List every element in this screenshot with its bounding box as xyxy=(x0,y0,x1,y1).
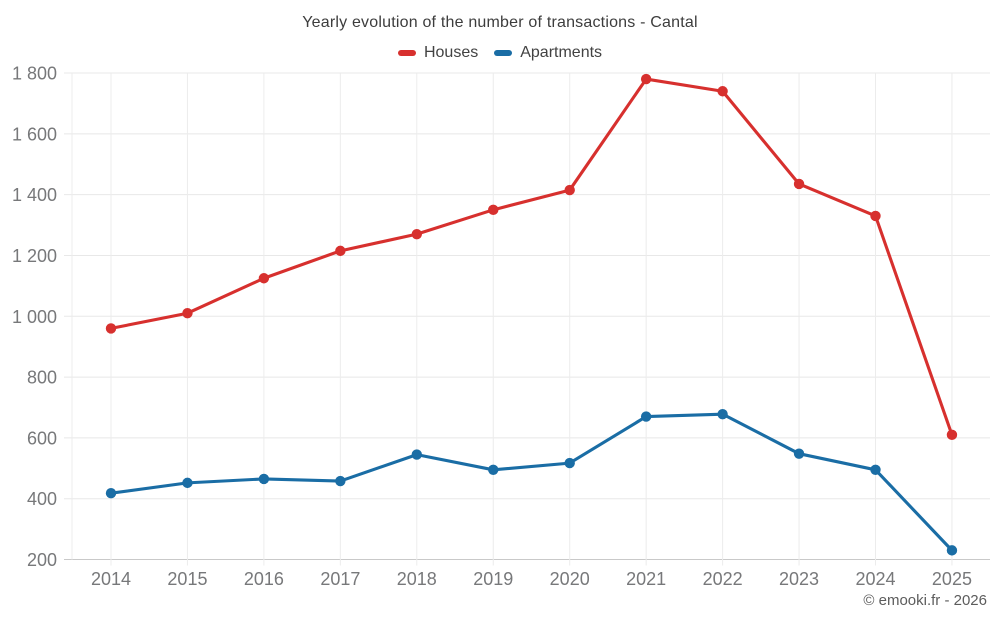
houses-point-2024 xyxy=(870,210,881,222)
x-axis-label: 2021 xyxy=(626,569,666,589)
houses-point-2014 xyxy=(105,323,117,334)
y-axis-label: 400 xyxy=(27,489,57,509)
houses-point-2019 xyxy=(488,204,499,216)
houses-point-2021 xyxy=(640,73,652,85)
chart-title: Yearly evolution of the number of transa… xyxy=(302,14,698,31)
houses-point-2022 xyxy=(717,86,728,97)
apartments-line xyxy=(109,412,954,552)
x-axis-label: 2015 xyxy=(167,569,207,589)
apartments-point-2014 xyxy=(105,488,117,499)
x-axis-label: 2018 xyxy=(397,569,437,589)
x-axis-label: 2025 xyxy=(932,569,972,589)
houses-point-2020 xyxy=(564,184,575,196)
y-axis-label: 1 800 xyxy=(12,64,57,84)
legend-swatch-apartments xyxy=(494,50,513,56)
legend-item-houses[interactable]: Houses xyxy=(397,44,479,62)
x-axis-label: 2024 xyxy=(855,569,895,589)
x-axis-label: 2019 xyxy=(473,569,513,589)
houses-point-2018 xyxy=(411,228,422,240)
houses-point-2017 xyxy=(335,245,346,257)
legend-item-apartments[interactable]: Apartments xyxy=(494,44,602,62)
y-axis-label: 1 400 xyxy=(12,185,57,205)
apartments-point-2019 xyxy=(488,464,499,476)
legend-swatch-houses xyxy=(397,50,416,56)
houses-point-2023 xyxy=(793,178,805,190)
apartments-point-2023 xyxy=(793,448,805,459)
apartments-point-2020 xyxy=(564,457,575,469)
apartments-point-2024 xyxy=(870,464,881,476)
apartments-point-2018 xyxy=(411,449,422,460)
apartments-point-2025 xyxy=(946,545,958,556)
houses-line xyxy=(109,77,954,437)
copyright: © emooki.fr - 2026 xyxy=(863,592,987,609)
x-axis-label: 2016 xyxy=(244,569,284,589)
y-axis-label: 1 600 xyxy=(12,124,57,144)
y-axis-label: 800 xyxy=(27,368,57,388)
legend: Houses Apartments xyxy=(0,44,1000,62)
apartments-point-2021 xyxy=(640,411,652,422)
x-axis-label: 2023 xyxy=(779,569,819,589)
houses-point-2015 xyxy=(182,308,193,319)
apartments-point-2015 xyxy=(182,477,193,489)
y-axis-label: 600 xyxy=(27,428,57,448)
y-axis-label: 1 000 xyxy=(12,307,57,327)
apartments-point-2017 xyxy=(335,475,346,487)
y-axis-label: 200 xyxy=(27,550,57,570)
legend-label: Apartments xyxy=(520,44,603,61)
x-axis-label: 2014 xyxy=(91,569,131,589)
y-axis-label: 1 200 xyxy=(12,246,57,266)
apartments-point-2022 xyxy=(717,408,728,420)
houses-point-2025 xyxy=(946,429,958,441)
x-axis-label: 2017 xyxy=(320,569,360,589)
legend-label: Houses xyxy=(423,44,479,61)
apartments-point-2016 xyxy=(258,473,270,485)
x-axis-label: 2020 xyxy=(550,569,590,589)
houses-point-2016 xyxy=(258,273,270,284)
x-axis-label: 2022 xyxy=(703,569,743,589)
